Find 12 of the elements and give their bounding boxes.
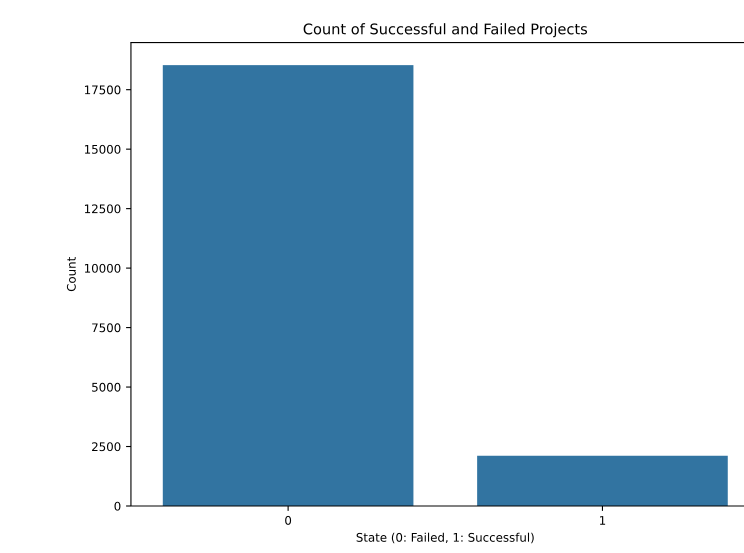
chart-title: Count of Successful and Failed Projects	[304, 23, 588, 38]
y-tick-label: 10000	[84, 264, 120, 273]
y-tick-label: 15000	[84, 144, 120, 154]
y-tick-label: 12500	[84, 204, 120, 214]
x-tick-label: 1	[600, 516, 606, 525]
x-axis-title: State (0: Failed, 1: Successful)	[356, 532, 534, 544]
y-tick-label: 0	[114, 502, 120, 511]
y-axis-title: Count	[66, 257, 76, 292]
y-tick-label: 7500	[92, 323, 120, 332]
y-tick-label: 2500	[92, 442, 120, 452]
y-tick-label: 17500	[84, 85, 120, 94]
y-tick-label: 5000	[92, 382, 120, 392]
